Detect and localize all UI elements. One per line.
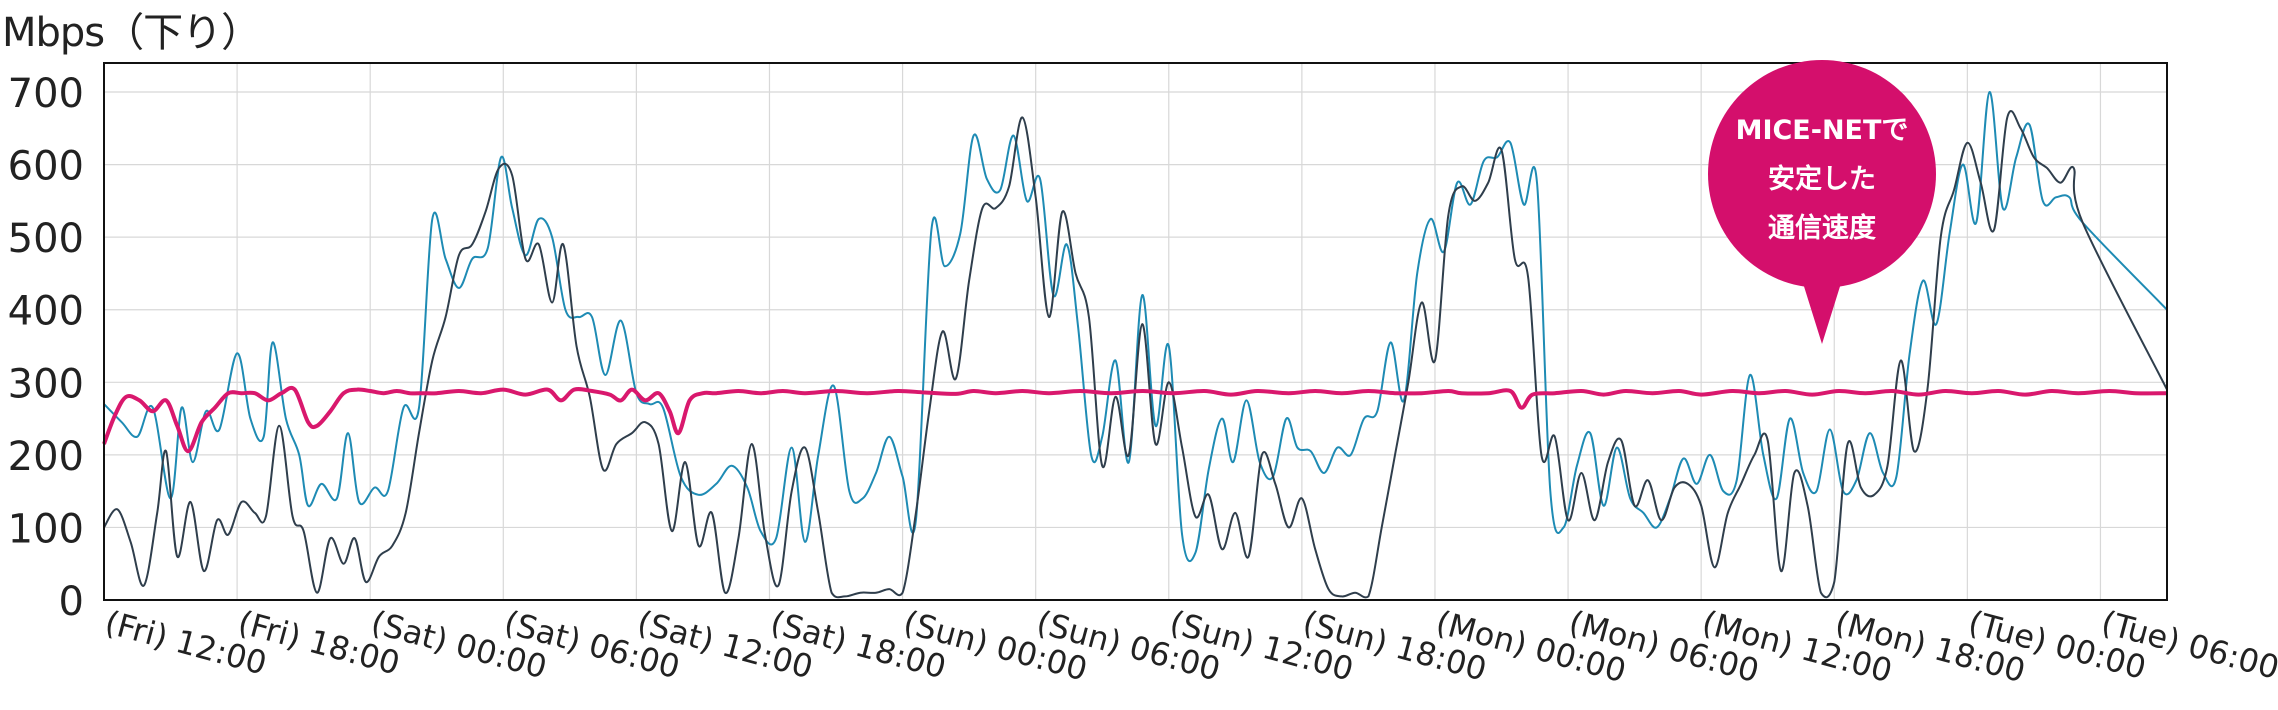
series-lines [102, 90, 2168, 599]
y-tick-label: 600 [8, 144, 84, 190]
plot-frame [103, 62, 2168, 601]
y-axis-unit-label: Mbps（下り） [2, 10, 261, 56]
y-tick-label: 700 [8, 71, 84, 117]
series-line-3 [102, 385, 2168, 454]
series-line-2 [103, 110, 2168, 599]
y-tick-label: 300 [8, 361, 84, 407]
y-tick-label: 500 [8, 216, 84, 262]
gridlines [104, 63, 2167, 601]
y-tick-label: 200 [8, 434, 84, 480]
x-tick-labels: (Fri) 12:00(Fri) 18:00(Sat) 00:00(Sat) 0… [101, 603, 2278, 690]
y-tick-labels: 0 100 200 300 400 500 600 700 [8, 71, 84, 625]
series-line-1 [103, 90, 2168, 562]
y-tick-label: 100 [8, 506, 84, 552]
y-tick-label: 400 [8, 289, 84, 335]
y-tick-label: 0 [59, 579, 84, 625]
